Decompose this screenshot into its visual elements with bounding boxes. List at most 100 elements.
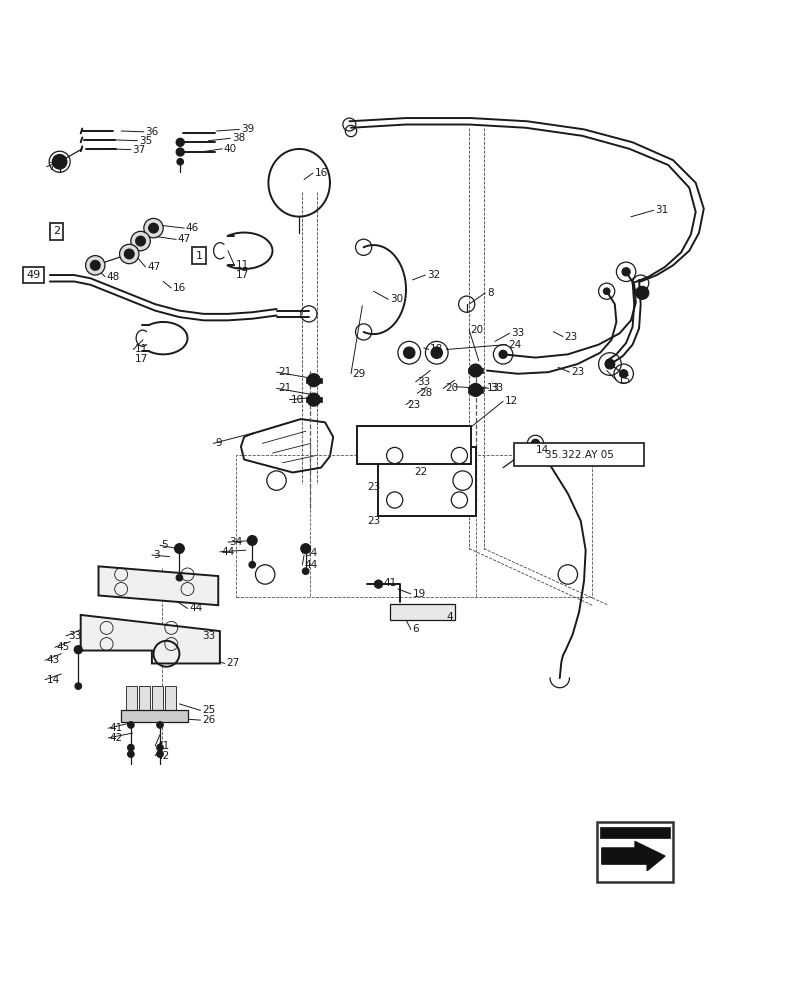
Text: 47: 47 <box>147 262 160 272</box>
Text: 13: 13 <box>487 383 500 393</box>
Text: 34: 34 <box>230 537 242 547</box>
Bar <box>139 686 150 712</box>
Text: 23: 23 <box>564 332 577 342</box>
Text: 43: 43 <box>47 655 60 665</box>
Circle shape <box>124 249 134 259</box>
Text: 1: 1 <box>195 251 202 261</box>
Bar <box>599 827 669 838</box>
Circle shape <box>300 544 310 553</box>
Text: 20: 20 <box>444 383 457 393</box>
Text: 44: 44 <box>221 547 234 557</box>
Text: 24: 24 <box>508 340 521 350</box>
Circle shape <box>176 148 184 156</box>
Text: 39: 39 <box>241 124 254 134</box>
Circle shape <box>177 159 183 165</box>
Circle shape <box>127 751 134 757</box>
Text: 37: 37 <box>132 145 145 155</box>
Text: 41: 41 <box>109 723 123 733</box>
Text: 33: 33 <box>511 328 524 338</box>
Text: 25: 25 <box>202 705 215 715</box>
Text: 12: 12 <box>504 396 517 406</box>
Text: 38: 38 <box>232 133 245 143</box>
Text: 21: 21 <box>278 383 291 393</box>
Bar <box>121 710 187 722</box>
Text: 17: 17 <box>135 354 148 364</box>
Text: 33: 33 <box>417 377 430 387</box>
Text: 23: 23 <box>367 482 380 492</box>
Text: 35.322.AY 05: 35.322.AY 05 <box>544 450 613 460</box>
Circle shape <box>302 568 308 574</box>
Circle shape <box>119 244 139 264</box>
Circle shape <box>144 218 163 238</box>
Bar <box>357 426 470 464</box>
Text: 21: 21 <box>278 367 291 377</box>
Text: 35: 35 <box>139 136 152 146</box>
Text: 16: 16 <box>173 283 186 293</box>
Bar <box>236 455 591 597</box>
Text: 33: 33 <box>67 631 81 641</box>
Circle shape <box>469 383 482 396</box>
Circle shape <box>249 562 255 568</box>
Circle shape <box>90 260 100 270</box>
Circle shape <box>75 683 81 689</box>
Text: 42: 42 <box>109 733 123 743</box>
Text: 11: 11 <box>236 260 249 270</box>
Text: 17: 17 <box>236 270 249 280</box>
Circle shape <box>307 393 320 406</box>
Circle shape <box>127 744 134 751</box>
Text: 48: 48 <box>106 272 120 282</box>
Bar <box>467 387 483 393</box>
Circle shape <box>247 536 257 545</box>
Polygon shape <box>601 841 664 871</box>
Text: 3: 3 <box>153 550 160 560</box>
Text: 9: 9 <box>215 438 221 448</box>
Circle shape <box>157 722 163 728</box>
Circle shape <box>174 544 184 553</box>
Circle shape <box>131 231 150 251</box>
Circle shape <box>127 722 134 728</box>
Text: 18: 18 <box>430 344 443 354</box>
Text: 23: 23 <box>407 400 420 410</box>
Bar <box>306 378 321 383</box>
Polygon shape <box>98 566 218 605</box>
Circle shape <box>148 223 158 233</box>
Bar <box>165 686 176 712</box>
Text: 32: 32 <box>427 270 440 280</box>
Text: 49: 49 <box>27 270 41 280</box>
Text: 23: 23 <box>367 516 380 526</box>
Circle shape <box>403 347 414 358</box>
Circle shape <box>157 751 163 757</box>
Text: 40: 40 <box>224 144 237 154</box>
Text: 2: 2 <box>53 226 60 236</box>
Circle shape <box>374 580 382 588</box>
Text: 5: 5 <box>161 540 168 550</box>
Text: 45: 45 <box>56 642 70 652</box>
Text: 23: 23 <box>570 367 584 377</box>
Text: 34: 34 <box>303 548 317 558</box>
Circle shape <box>85 256 105 275</box>
Circle shape <box>530 439 539 447</box>
Polygon shape <box>80 615 220 663</box>
Text: 30: 30 <box>389 294 402 304</box>
Text: 29: 29 <box>352 369 366 379</box>
Text: 16: 16 <box>314 168 328 178</box>
Bar <box>389 604 454 620</box>
Text: 41: 41 <box>383 578 396 588</box>
Text: 8: 8 <box>487 288 493 298</box>
Text: 46: 46 <box>186 223 199 233</box>
Text: 10: 10 <box>290 395 304 405</box>
Text: 22: 22 <box>414 467 427 477</box>
Bar <box>514 443 643 466</box>
Bar <box>467 368 483 373</box>
Circle shape <box>176 574 182 581</box>
Text: 4: 4 <box>446 612 453 622</box>
Circle shape <box>135 236 145 246</box>
Text: 19: 19 <box>412 589 425 599</box>
Text: 31: 31 <box>654 205 667 215</box>
Text: 44: 44 <box>189 603 202 613</box>
Text: 15: 15 <box>617 375 630 385</box>
Text: 27: 27 <box>226 658 239 668</box>
Circle shape <box>157 744 163 751</box>
Circle shape <box>499 350 507 358</box>
Circle shape <box>307 374 320 387</box>
